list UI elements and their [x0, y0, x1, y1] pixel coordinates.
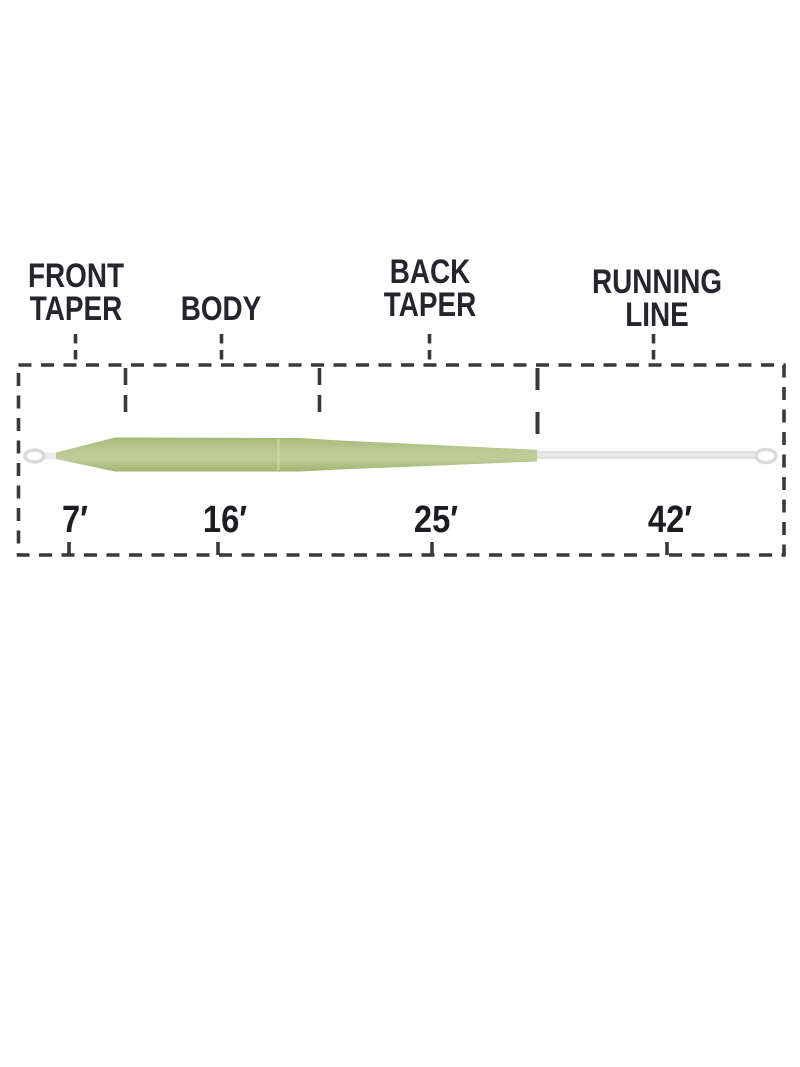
section-label-front-taper: FRONT TAPER: [0, 257, 199, 328]
section-label-line: FRONT: [27, 257, 125, 295]
section-dividers: [123, 368, 540, 438]
running-line-length: 42′: [647, 499, 693, 541]
measurement-outline-box: [16, 363, 786, 557]
length-ticks: [67, 542, 669, 555]
section-label-line: RUNNING: [591, 263, 723, 301]
section-label-line: BODY: [180, 290, 262, 328]
section-label-back-taper: BACK TAPER: [307, 253, 553, 324]
back-taper-length: 25′: [413, 499, 459, 541]
fly-line-head-shape: [56, 437, 537, 472]
section-label-line: BACK: [389, 253, 471, 291]
back-welded-loop: [754, 447, 778, 465]
section-label-body: BODY: [98, 290, 344, 328]
label-leader-ticks: [73, 334, 656, 362]
section-label-line: TAPER: [29, 290, 123, 328]
front-taper-length: 7′: [61, 499, 89, 541]
section-label-line: TAPER: [383, 286, 477, 324]
body-length: 16′: [202, 499, 248, 541]
section-label-line: LINE: [625, 296, 689, 334]
section-label-running-line: RUNNING LINE: [534, 263, 780, 334]
running-line-segment: [537, 451, 756, 459]
front-welded-loop: [23, 448, 46, 464]
